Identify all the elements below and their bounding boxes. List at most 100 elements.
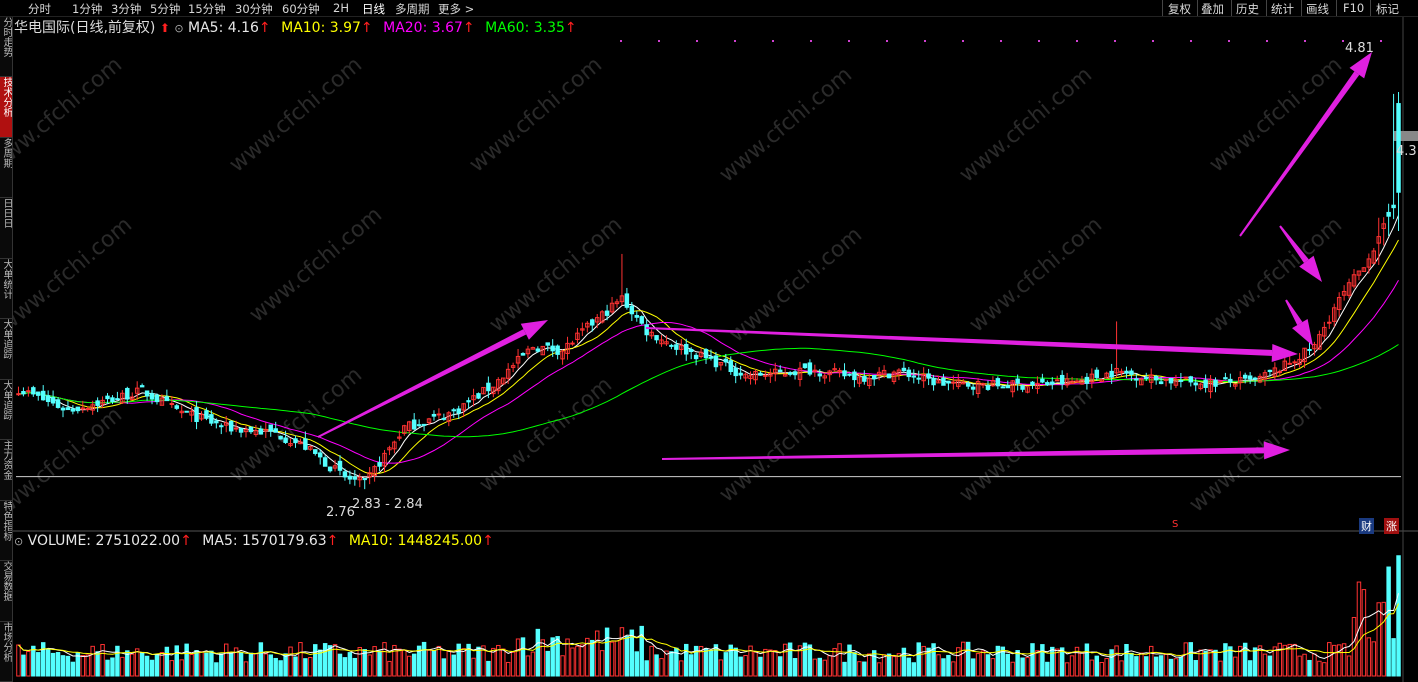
candle-body [174, 405, 179, 409]
volume-bar [941, 658, 946, 677]
volume-bar [901, 647, 907, 677]
sidebar-tab-9[interactable]: 交易数据 [0, 561, 12, 622]
candle-body [886, 373, 892, 379]
dropdown-circle-icon[interactable]: ⊙ [174, 22, 184, 35]
volume-bar [867, 653, 872, 677]
volume-bar [110, 657, 115, 677]
tool-tongji[interactable]: 统计 [1271, 2, 1294, 16]
volume-bar [1010, 661, 1015, 677]
volume-bar [792, 658, 798, 677]
volume-bar [1148, 645, 1154, 677]
event-dot [696, 40, 698, 42]
volume-bar [990, 658, 996, 677]
sidebar-tab-7[interactable]: 主力资金 [0, 440, 12, 501]
candle-body [965, 382, 971, 387]
tool-f10[interactable]: F10 [1343, 1, 1365, 15]
sidebar-tab-6[interactable]: 大单追踪 [0, 380, 12, 441]
candle-body [802, 363, 808, 369]
candle-body [1079, 379, 1085, 385]
volume-bar [946, 654, 951, 677]
price-legend: 华电国际(日线,前复权) ⬆ ⊙ MA5: 4.16↑ MA10: 3.97↑ … [14, 17, 577, 37]
candle-body [125, 387, 130, 400]
period-1min[interactable]: 1分钟 [72, 2, 103, 16]
candle-body [1074, 380, 1080, 383]
toolbar-divider [1370, 0, 1371, 16]
candle-body [822, 375, 827, 379]
candle-body [1045, 382, 1050, 386]
volume-bar [456, 643, 461, 677]
volume-bar [1158, 655, 1164, 677]
volume-bar [322, 643, 328, 677]
ma20-label: MA20: 3.67 [383, 20, 463, 36]
period-3min[interactable]: 3分钟 [111, 2, 142, 16]
period-30min[interactable]: 30分钟 [235, 2, 273, 16]
volume-bar [1208, 649, 1213, 677]
volume-bar [1079, 652, 1085, 677]
candle-body [946, 380, 951, 384]
sidebar-tab-5[interactable]: 大单追踪 [0, 319, 12, 380]
sidebar-tab-2[interactable]: 多周期 [0, 138, 12, 199]
sidebar-tab-4[interactable]: 大单统计 [0, 259, 12, 320]
volume-bar [906, 657, 912, 677]
volume-bar [45, 648, 51, 677]
tool-lishi[interactable]: 历史 [1236, 2, 1259, 16]
sidebar-tab-3[interactable]: 日日日 [0, 198, 12, 259]
candle-body [837, 369, 842, 373]
volume-bar [758, 656, 763, 677]
candle-body [1030, 381, 1035, 386]
volume-bar [214, 662, 219, 677]
event-dot [658, 40, 660, 42]
candle-body [233, 427, 239, 430]
tool-huaxian[interactable]: 画线 [1306, 2, 1329, 16]
candle-body [847, 373, 852, 376]
volume-bar [807, 644, 813, 677]
candle-body [738, 372, 743, 376]
volume-bar [1064, 662, 1070, 677]
volume-bar [253, 653, 259, 677]
sidebar-tab-8[interactable]: 特色指标 [0, 501, 12, 562]
candle-body [1361, 267, 1367, 272]
period-more[interactable]: 更多 > [438, 2, 475, 16]
toolbar-divider [1231, 0, 1232, 16]
tool-biaoji[interactable]: 标记 [1376, 2, 1399, 16]
finance-badge[interactable]: 财 [1359, 518, 1374, 534]
candle-body [258, 428, 264, 435]
volume-bar [580, 644, 585, 677]
watermark-text: www.cfchi.com [955, 382, 1097, 507]
candle-body [21, 391, 26, 395]
period-60min[interactable]: 60分钟 [282, 2, 320, 16]
period-fenshi[interactable]: 分时 [28, 2, 51, 16]
dropdown-circle-icon[interactable]: ⊙ [14, 535, 24, 548]
arrow-shaft [645, 327, 1273, 356]
volume-bar [26, 650, 31, 677]
volume-bar [609, 641, 615, 677]
candle-body [515, 355, 521, 364]
period-15min[interactable]: 15分钟 [188, 2, 226, 16]
candle-body [669, 344, 674, 347]
limit-up-badge[interactable]: 涨 [1384, 518, 1399, 534]
sidebar-tab-10[interactable]: 市场分析 [0, 622, 12, 682]
sidebar-tab-0[interactable]: 分时走势 [0, 17, 12, 78]
tool-fuquan[interactable]: 复权 [1168, 2, 1191, 16]
volume-bar [1346, 655, 1352, 677]
volume-bar [60, 655, 66, 677]
period-daily[interactable]: 日线 [362, 2, 385, 16]
volume-bar [1020, 657, 1025, 677]
volume-bar [842, 661, 847, 677]
tool-diejia[interactable]: 叠加 [1201, 2, 1224, 16]
candle-body [214, 420, 219, 424]
period-5min[interactable]: 5分钟 [150, 2, 181, 16]
volume-bar [100, 644, 105, 677]
volume-bar [1376, 602, 1381, 677]
period-2h[interactable]: 2H [333, 1, 349, 15]
candle-body [1267, 369, 1273, 373]
volume-bar [604, 627, 610, 677]
volume-bar [713, 644, 719, 677]
toolbar-divider [1197, 0, 1198, 16]
period-multi[interactable]: 多周期 [395, 2, 430, 16]
annotation-arrows [317, 52, 1372, 460]
candle-body [510, 365, 516, 368]
sidebar-tab-1[interactable]: 技术分析 [0, 77, 12, 138]
candle-body [1153, 375, 1159, 381]
